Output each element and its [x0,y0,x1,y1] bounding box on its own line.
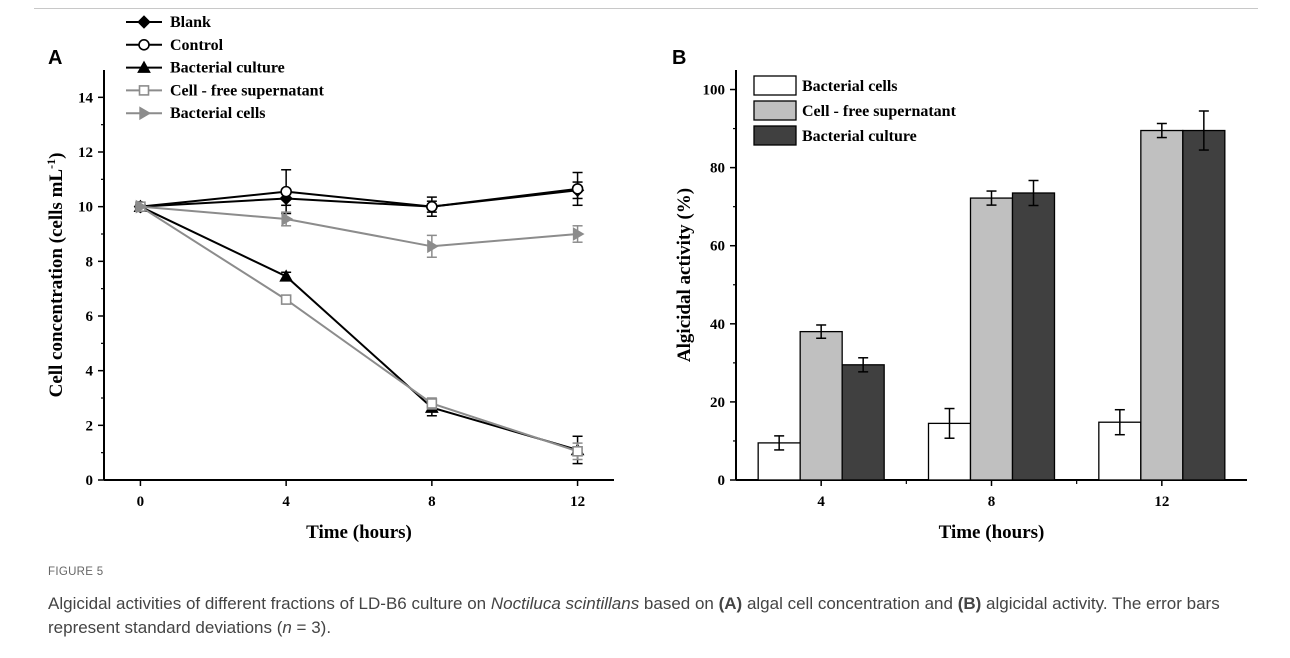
panel-a-y-tick-label: 12 [78,145,93,161]
caption-n: n [282,618,292,637]
panel-a-data-point [281,212,294,226]
panel-a-series [134,169,584,217]
panel-a-y-tick-label: 14 [78,90,94,106]
panel-b-x-tick-label: 4 [817,494,825,510]
panel-a-y-tick-label: 6 [86,309,94,325]
panel-a-x-tick-label: 12 [570,494,585,510]
panel-a-x-tick-label: 4 [282,494,290,510]
panel-a-legend-marker [139,106,151,121]
panel-a-series [135,199,585,258]
panel-a-series-line [139,205,578,451]
caption-species: Noctiluca scintillans [490,594,640,613]
panel-a-legend-label: Bacterial cells [170,105,266,122]
top-rule [34,8,1258,9]
caption-text-5: = 3). [291,618,332,637]
panel-a-legend-label: Blank [170,14,211,31]
panel-a-y-tick-label: 2 [86,418,94,434]
panel-b-legend-swatch [753,125,797,146]
panel-a-chart: A 0 2 4 6 8 10 12 14 0 4 8 12 Time (hours) Cell concen… [44,14,614,543]
panel-a-legend-label: Cell - free supernatant [170,82,325,99]
caption-text-2: based on [639,594,719,613]
panel-a-legend-label: Control [170,37,224,54]
panel-a-data-point [280,294,292,305]
panel-b-legend-label: Bacterial culture [802,128,917,145]
chart-area: A 0 2 4 6 8 10 12 14 0 4 8 12 Time (hours) Cell concen… [44,14,1247,543]
panel-a-legend-marker [137,15,151,29]
panel-a-data-point [426,200,438,213]
caption-text-1: Algicidal activities of different fracti… [48,594,491,613]
panel-b-legend-swatch [753,75,797,96]
panel-b-label: B [672,47,686,69]
panel-a-y-tick-label: 8 [86,254,94,270]
panel-b-chart: B 0 20 40 60 80 100 4 8 12 Bacterial cells Cell - f… [672,47,1247,543]
panel-b-bar [841,364,885,481]
panel-a-x-tick-label: 0 [137,494,145,510]
panel-a-label: A [48,47,62,69]
panel-a-series-line [139,205,578,453]
panel-b-legend-label: Cell - free supernatant [802,103,957,120]
panel-a-y-tick-label: 0 [86,473,94,489]
panel-a-y-tick-label: 10 [78,200,93,216]
panel-a-data-point [426,398,438,409]
panel-a-y-axis-label: Cell concentration (cells mL-1) [44,153,67,398]
caption-text-4: algicidal activity. The error bars repre… [48,594,1220,637]
panel-a-data-point [572,227,585,241]
panel-a-series-line [140,187,578,208]
panel-b-y-tick-label: 80 [710,161,725,177]
panel-b-bar [1140,129,1184,481]
panel-b-x-tick-label: 8 [988,494,996,510]
panel-a-data-point [279,269,293,282]
panel-a-series [135,201,583,461]
panel-a-data-point [571,183,584,195]
panel-b-legend-swatch [753,100,797,121]
panel-a-data-point [572,445,583,457]
panel-a-legend-label: Bacterial culture [170,60,285,77]
panel-a-legend-marker [138,38,150,51]
panel-a-data-point [135,199,148,214]
panel-a-series-line [140,205,578,248]
panel-a-legend-marker [138,85,150,96]
panel-b-y-tick-label: 0 [718,473,726,489]
panel-b-bar [969,197,1014,481]
panel-b-y-tick-label: 20 [710,395,725,411]
panel-b-y-tick-label: 40 [710,317,725,333]
panel-a-data-point [280,185,292,198]
figure-label: FIGURE 5 [48,566,104,578]
caption-ref-b: (B) [957,594,982,613]
panel-a-legend-marker [137,60,151,73]
panel-b-bar [1011,192,1056,481]
panel-a-x-tick-label: 8 [428,494,436,510]
panel-b-x-axis-label: Time (hours) [939,522,1045,543]
panel-a-y-tick-label: 4 [86,364,94,380]
panel-b-y-tick-label: 60 [710,239,725,255]
figure-caption: Algicidal activities of different fracti… [48,592,1258,640]
panel-b-y-axis-label: Algicidal activity (%) [674,188,695,362]
panel-b-x-tick-label: 12 [1154,494,1169,510]
panel-a-x-axis-label: Time (hours) [306,522,412,543]
panel-b-legend-label: Bacterial cells [802,78,898,95]
panel-b-y-tick-label: 100 [703,83,726,99]
panel-a-data-point [427,239,439,254]
panel-b-bar [1098,421,1142,481]
caption-ref-a: (A) [718,594,743,613]
panel-b-bar [1182,129,1226,481]
caption-text-3: algal cell concentration and [742,594,958,613]
panel-b-bar [799,330,843,481]
